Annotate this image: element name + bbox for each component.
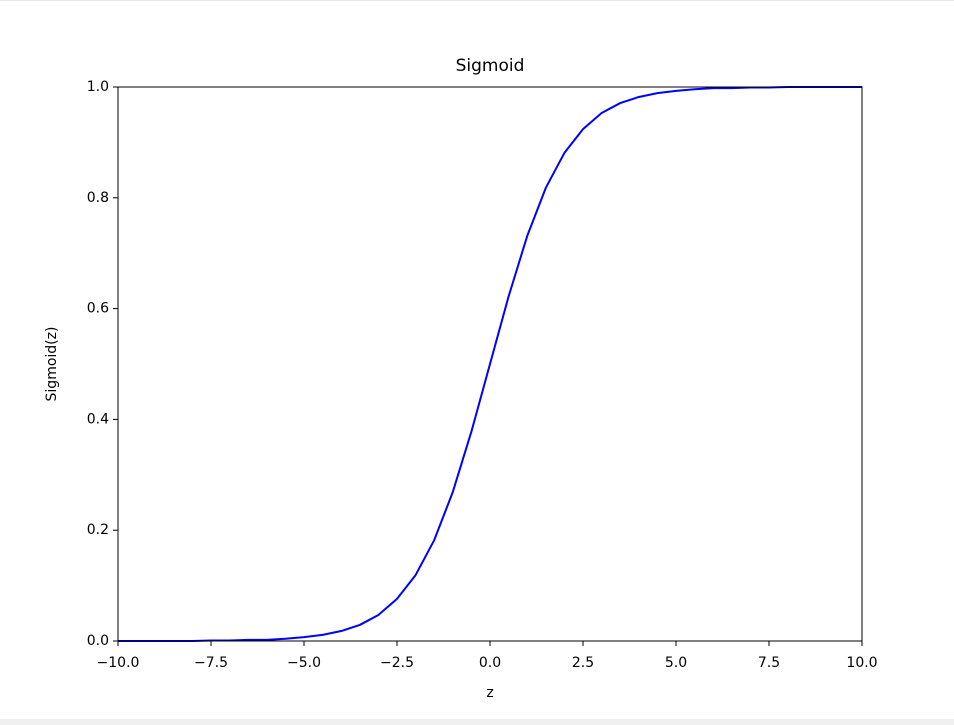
y-tick-label: 0.6 [87,301,109,317]
y-axis-label: Sigmoid(z) [44,327,60,402]
line-series [118,86,862,642]
x-tick-label: 2.5 [572,655,594,671]
y-tick-label: 0.2 [87,522,109,538]
y-tick-label: 0.4 [87,411,109,427]
window-edge [0,719,954,725]
x-tick-label: 10.0 [846,655,877,671]
x-tick-label: −7.5 [194,655,228,671]
window-edge [0,0,954,1]
y-tick-label: 0.0 [87,633,109,649]
x-tick-label: 5.0 [665,655,687,671]
x-tick-label: −5.0 [287,655,321,671]
x-tick-label: −10.0 [97,655,140,671]
x-tick-label: −2.5 [380,655,414,671]
y-tick-label: 0.8 [87,190,109,206]
plot-frame [117,86,863,642]
y-tick-label: 1.0 [87,79,109,95]
chart-title: Sigmoid [456,56,525,76]
x-tick-label: 0.0 [479,655,501,671]
x-axis-label: z [486,685,493,701]
x-tick-label: 7.5 [758,655,780,671]
